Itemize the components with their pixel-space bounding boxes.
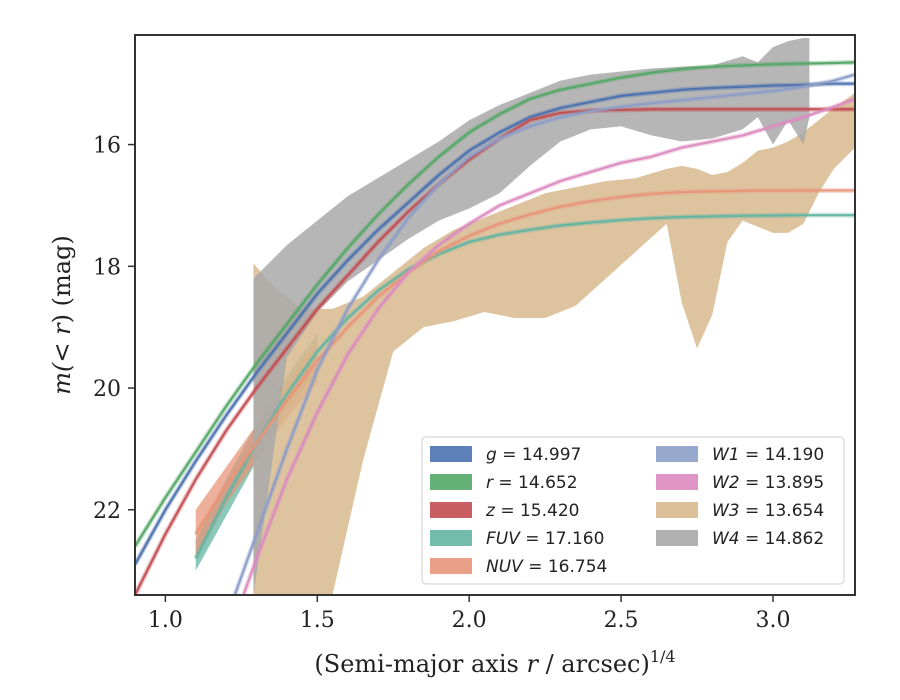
legend-label-fuv: FUV = 17.160: [486, 529, 604, 549]
x-tick-label: 1.0: [148, 608, 183, 633]
plot-frame: [134, 34, 856, 596]
curve-w2: [242, 97, 855, 595]
legend-swatch-r: [430, 474, 472, 490]
y-tick-label: 22: [93, 499, 121, 524]
x-tick-label: 1.5: [300, 608, 335, 633]
legend-label-w2: W2 = 13.895: [712, 473, 824, 493]
x-tick-label: 3.0: [755, 608, 790, 633]
legend-swatch-w3: [656, 502, 698, 518]
legend-box: [421, 436, 845, 585]
curve-g: [135, 82, 855, 566]
legend-swatch-w2: [656, 474, 698, 490]
legend-swatch-fuv: [430, 530, 472, 546]
legend-swatch-nuv: [430, 558, 472, 574]
legend: g = 14.997 r = 14.652 z = 15.420 FUV = 17.1…: [421, 436, 845, 585]
legend-label-g: g = 14.997: [486, 445, 581, 465]
legend-label-z: z = 15.420: [485, 501, 579, 521]
legend-label-w4: W4 = 14.862: [712, 529, 824, 549]
x-tick-label: 2.0: [452, 608, 487, 633]
x-axis-ticks: 1.0 1.5 2.0 2.5 3.0: [148, 595, 790, 633]
x-axis-title: (Semi-major axis r / arcsec)1/4: [314, 647, 675, 678]
legend-label-w3: W3 = 13.654: [712, 501, 824, 521]
curve-nuv: [194, 189, 855, 535]
y-axis-ticks: 16 18 20 22: [93, 134, 135, 524]
curve-fuv: [194, 214, 855, 559]
curve-w1: [233, 73, 855, 595]
legend-swatch-z: [430, 502, 472, 518]
legend-label-w1: W1 = 14.190: [712, 445, 824, 465]
model-curves: [135, 59, 855, 595]
y-axis-title: m(< r) (mag): [48, 235, 76, 395]
band-w4: [253, 38, 810, 595]
x-tick-label: 2.5: [604, 608, 639, 633]
legend-label-r: r = 14.652: [486, 473, 578, 493]
legend-label-nuv: NUV = 16.754: [486, 557, 607, 577]
curve-r: [135, 61, 855, 547]
legend-swatch-g: [430, 446, 472, 462]
legend-swatch-w1: [656, 446, 698, 462]
y-tick-label: 18: [93, 255, 121, 280]
legend-swatch-w4: [656, 530, 698, 546]
y-tick-label: 20: [93, 377, 121, 402]
y-tick-label: 16: [93, 134, 121, 159]
band-w3: [253, 92, 855, 595]
